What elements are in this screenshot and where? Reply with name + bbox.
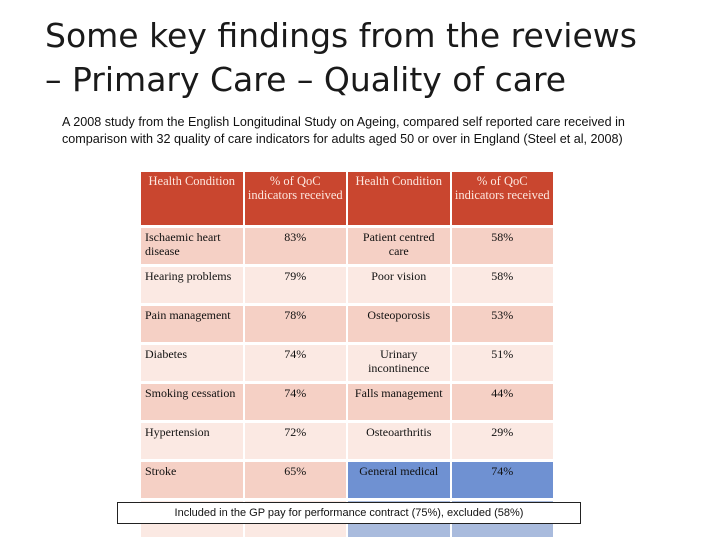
percent-cell: 58% — [451, 267, 553, 306]
percent-cell-highlighted: 74% — [451, 462, 553, 501]
condition-cell: Smoking cessation — [141, 384, 243, 423]
slide-title: Some key findings from the reviews – Pri… — [45, 14, 705, 102]
condition-cell: Osteoarthritis — [348, 423, 450, 462]
header-health-condition: Health Condition — [141, 172, 243, 228]
condition-cell-highlighted: General medical — [348, 462, 450, 501]
percent-cell: 74% — [244, 345, 346, 384]
slide-title-line-2: – Primary Care – Quality of care — [45, 60, 567, 99]
percent-cell: 78% — [244, 306, 346, 345]
findings-table: Health Condition % of QoC indicators rec… — [139, 172, 555, 540]
condition-cell: Diabetes — [141, 345, 243, 384]
legend-note: Included in the GP pay for performance c… — [117, 502, 581, 524]
condition-cell: Ischaemic heart disease — [141, 228, 243, 267]
table-header-row: Health Condition % of QoC indicators rec… — [141, 172, 553, 228]
condition-cell: Poor vision — [348, 267, 450, 306]
condition-cell: Hearing problems — [141, 267, 243, 306]
percent-cell: 29% — [451, 423, 553, 462]
header-health-condition: Health Condition — [348, 172, 450, 228]
table-row: Hypertension 72% Osteoarthritis 29% — [141, 423, 553, 462]
percent-cell: 79% — [244, 267, 346, 306]
percent-cell: 58% — [451, 228, 553, 267]
table-row: Hearing problems 79% Poor vision 58% — [141, 267, 553, 306]
header-qoc-percent: % of QoC indicators received — [244, 172, 346, 228]
condition-cell: Osteoporosis — [348, 306, 450, 345]
header-qoc-percent: % of QoC indicators received — [451, 172, 553, 228]
table-row: Diabetes 74% Urinary incontinence 51% — [141, 345, 553, 384]
slide-title-line-1: Some key findings from the reviews — [45, 16, 637, 55]
intro-text: A 2008 study from the English Longitudin… — [62, 115, 625, 146]
percent-cell: 51% — [451, 345, 553, 384]
percent-cell: 53% — [451, 306, 553, 345]
condition-cell: Patient centred care — [348, 228, 450, 267]
percent-cell: 44% — [451, 384, 553, 423]
condition-cell: Pain management — [141, 306, 243, 345]
condition-cell: Stroke — [141, 462, 243, 501]
condition-cell: Falls management — [348, 384, 450, 423]
condition-cell: Urinary incontinence — [348, 345, 450, 384]
percent-cell: 65% — [244, 462, 346, 501]
table-row: Ischaemic heart disease 83% Patient cent… — [141, 228, 553, 267]
table-row: Smoking cessation 74% Falls management 4… — [141, 384, 553, 423]
percent-cell: 74% — [244, 384, 346, 423]
table-row: Stroke 65% General medical 74% — [141, 462, 553, 501]
condition-cell: Hypertension — [141, 423, 243, 462]
percent-cell: 72% — [244, 423, 346, 462]
table-row: Pain management 78% Osteoporosis 53% — [141, 306, 553, 345]
percent-cell: 83% — [244, 228, 346, 267]
